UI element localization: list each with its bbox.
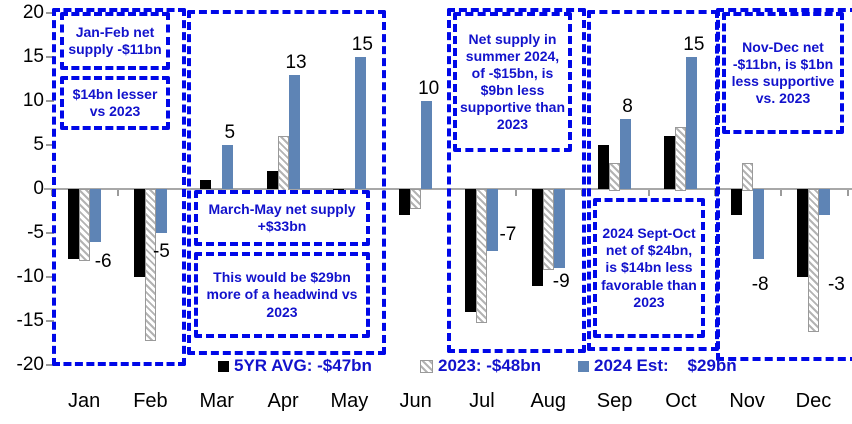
x-axis-label-jan: Jan: [68, 390, 101, 412]
x-axis-label-feb: Feb: [133, 390, 168, 412]
bar-feb-2023: [144, 189, 156, 341]
x-axis-label-apr: Apr: [267, 390, 299, 412]
data-label-oct: 15: [683, 34, 705, 55]
legend-item-2024-est: 2024 Est: $29bn: [578, 356, 737, 376]
legend-label-2024-est: 2024 Est: $29bn: [594, 356, 737, 375]
x-axis-tick-mark: [515, 189, 518, 196]
data-label-feb: -5: [152, 241, 170, 262]
data-label-dec: -3: [827, 274, 845, 296]
data-label-aug: -9: [552, 271, 570, 293]
y-axis-tick-label: 15: [22, 46, 44, 67]
y-axis-tick-label: -15: [16, 310, 44, 331]
y-axis-tick-label: 0: [33, 178, 44, 199]
x-axis-tick-mark: [647, 189, 650, 196]
annotation-mar-may-total: March-May net supply +$33bn: [194, 190, 370, 246]
data-label-may: 15: [351, 34, 373, 55]
x-axis-label-sep: Sep: [596, 390, 633, 412]
bar-oct-2023: [675, 127, 687, 191]
bar-feb-5yr-avg: [133, 189, 145, 277]
bar-jan-5yr-avg: [67, 189, 79, 260]
y-axis-tick-mark: [46, 100, 54, 102]
bar-jun-2023: [410, 189, 422, 209]
data-label-sep: 8: [622, 95, 633, 117]
y-axis-tick-mark: [46, 232, 54, 234]
bar-jun-2024: [421, 101, 433, 189]
annotation-group-box-jul-aug: [447, 8, 586, 353]
legend-label-2023: 2023: -$48bn: [438, 356, 541, 375]
bar-sep-2024: [620, 118, 632, 189]
legend-swatch-2024-est: [578, 360, 589, 372]
annotation-jan-feb-vs-2023: $14bn lesser vs 2023: [60, 76, 170, 130]
x-axis-label-nov: Nov: [729, 390, 765, 412]
bar-aug-5yr-avg: [531, 189, 543, 286]
data-label-apr: 13: [285, 51, 307, 73]
y-axis-tick-mark: [46, 320, 54, 322]
legend-item-2023: 2023: -$48bn: [420, 356, 541, 376]
bar-jul-2023: [476, 189, 488, 323]
x-axis-tick-mark: [117, 189, 120, 196]
bar-oct-5yr-avg: [664, 136, 676, 189]
bar-apr-5yr-avg: [266, 171, 278, 189]
y-axis-tick-mark: [46, 364, 54, 366]
bar-aug-2023: [542, 189, 554, 271]
y-axis-tick-label: 20: [22, 2, 44, 23]
x-axis-label-may: May: [330, 390, 369, 412]
x-axis-label-jun: Jun: [399, 390, 432, 412]
bar-nov-5yr-avg: [730, 189, 742, 216]
y-axis-tick-label: 10: [22, 90, 44, 111]
y-axis-tick-mark: [46, 12, 54, 14]
bar-sep-5yr-avg: [598, 145, 610, 189]
legend-item-5yr-avg: 5YR AVG: -$47bn: [218, 356, 372, 376]
bar-jun-5yr-avg: [399, 189, 411, 216]
legend-label-5yr-avg: 5YR AVG: -$47bn: [234, 356, 372, 375]
bar-dec-5yr-avg: [796, 189, 808, 277]
y-axis-tick-mark: [46, 144, 54, 146]
y-axis-tick-label: 5: [33, 134, 44, 155]
bar-jan-2023: [78, 189, 90, 262]
bar-aug-2024: [553, 189, 565, 269]
bar-dec-2024: [818, 189, 830, 216]
bar-oct-2024: [686, 57, 698, 189]
data-label-mar: 5: [224, 122, 236, 143]
x-axis-label-oct: Oct: [665, 390, 697, 412]
bar-apr-2024: [288, 74, 300, 189]
data-label-jan: -6: [94, 250, 112, 272]
data-label-nov: -8: [751, 274, 769, 296]
bar-mar-2024: [222, 145, 234, 189]
x-axis-label-aug: Aug: [530, 390, 567, 412]
bar-nov-2023: [741, 162, 753, 191]
bar-feb-2024: [155, 189, 167, 233]
annotation-mar-may-vs-2023: This would be $29bn more of a headwind v…: [194, 252, 370, 338]
bar-jan-2024: [89, 189, 101, 242]
y-axis-tick-label: -20: [16, 354, 44, 375]
x-axis-tick-mark: [846, 189, 849, 196]
annotation-nov-dec: Nov-Dec net -$11bn, is $1bn less support…: [722, 12, 844, 134]
bar-mar-5yr-avg: [200, 180, 212, 189]
annotation-group-box-jan-feb: [52, 8, 186, 366]
bar-sep-2023: [609, 162, 621, 191]
legend-swatch-2023: [420, 359, 433, 373]
bar-may-2024: [354, 57, 366, 189]
x-axis-label-dec: Dec: [795, 390, 832, 412]
y-axis-tick-label: -5: [27, 222, 44, 243]
x-axis-label-jul: Jul: [469, 390, 495, 412]
annotation-group-box-mar-may: [187, 10, 386, 355]
bar-jul-5yr-avg: [465, 189, 477, 313]
annotation-sep-oct: 2024 Sept-Oct net of $24bn, is $14bn les…: [593, 198, 705, 338]
annotation-summer: Net supply in summer 2024, of -$15bn, is…: [453, 12, 572, 152]
y-axis-tick-mark: [46, 56, 54, 58]
annotation-group-box-nov-dec: [716, 8, 852, 361]
x-axis-label-mar: Mar: [199, 390, 234, 412]
x-axis-tick-mark: [780, 189, 783, 196]
bar-jul-2024: [487, 189, 499, 251]
bar-nov-2024: [752, 189, 764, 260]
data-label-jun: 10: [418, 78, 440, 99]
annotation-jan-feb-total: Jan-Feb net supply -$11bn: [60, 12, 170, 70]
y-axis-tick-label: -10: [16, 266, 44, 287]
y-axis-tick-mark: [46, 276, 54, 278]
data-label-jul: -7: [499, 223, 517, 245]
bar-dec-2023: [807, 189, 819, 332]
legend-swatch-5yr-avg: [218, 360, 229, 372]
